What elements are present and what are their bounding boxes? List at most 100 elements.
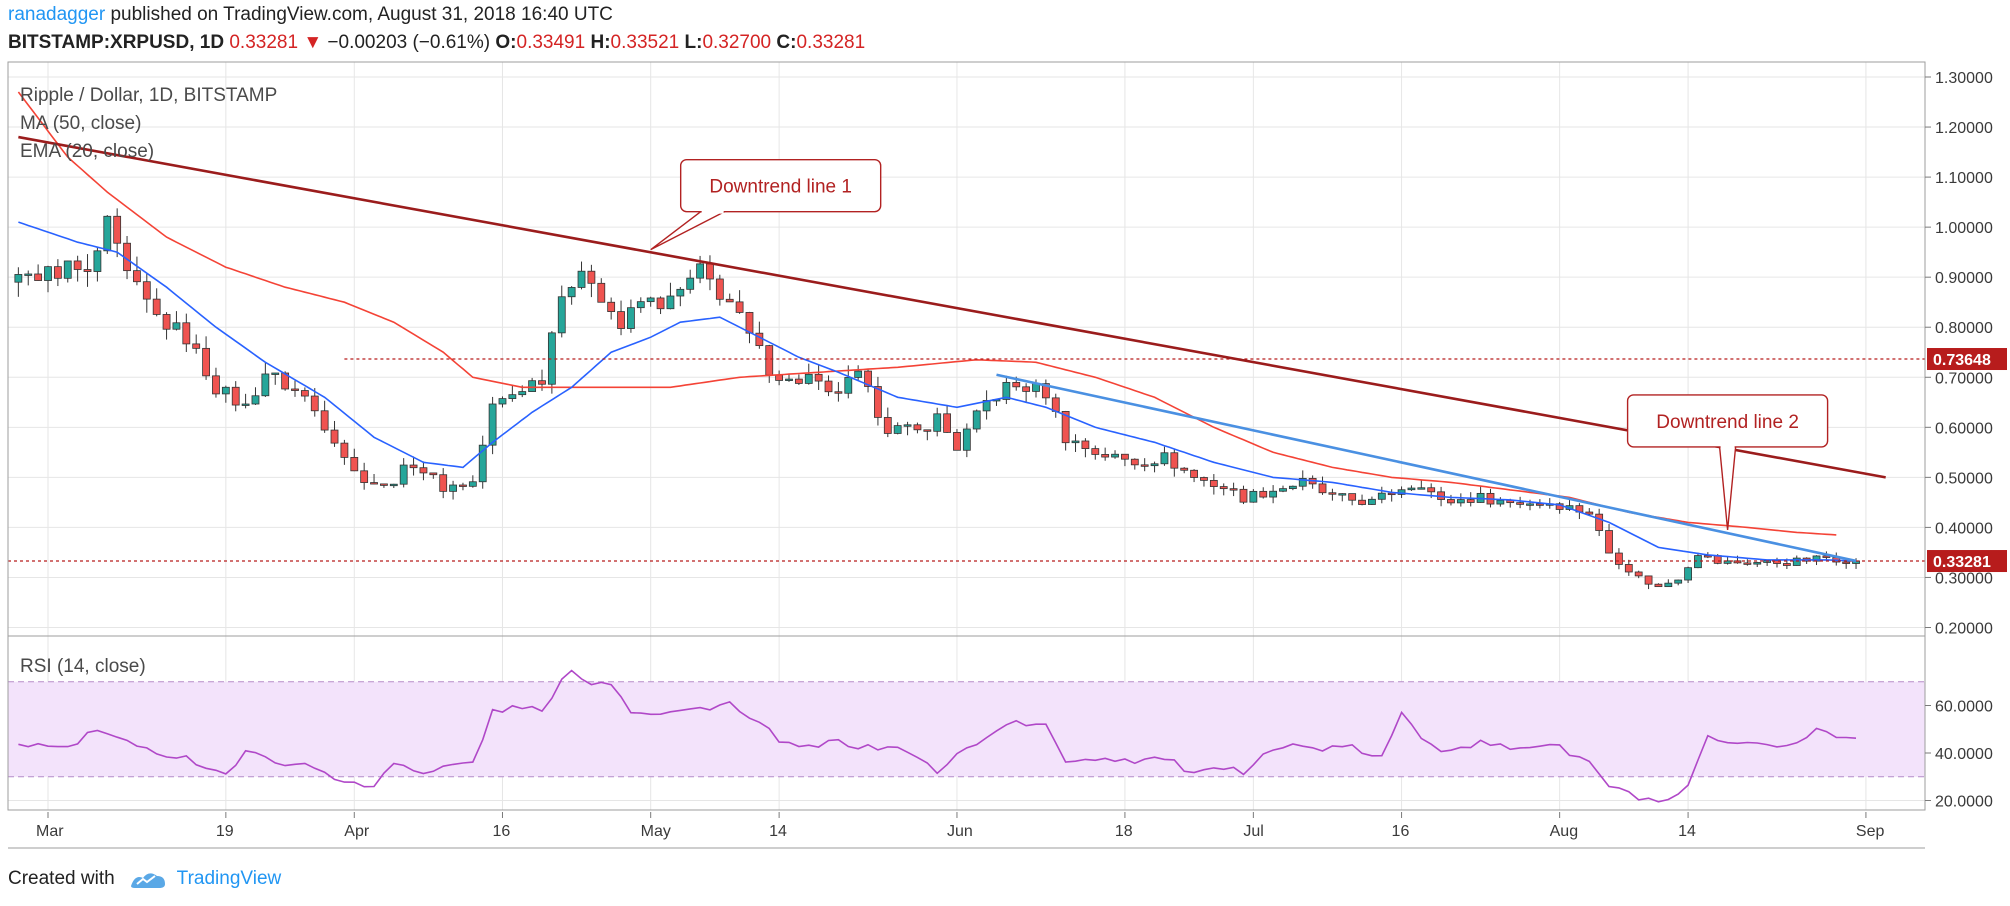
candle-body	[1091, 448, 1100, 455]
candle-body	[340, 442, 349, 458]
candle-body	[715, 278, 724, 300]
legend-ema20[interactable]: EMA (20, close)	[20, 141, 154, 162]
candle	[824, 375, 833, 397]
candle	[389, 483, 398, 488]
candle	[962, 423, 971, 458]
candle	[508, 385, 517, 402]
candle-body	[241, 403, 250, 406]
open-label: O:	[495, 32, 517, 53]
candle	[439, 468, 448, 499]
candle	[152, 288, 161, 317]
rsi-band	[8, 681, 1925, 777]
candle-body	[1239, 488, 1248, 503]
candle	[1605, 523, 1613, 554]
candle	[1407, 485, 1416, 491]
last-price: 0.33281	[229, 32, 299, 53]
time-tick-label: 16	[1392, 823, 1410, 840]
candle	[1358, 494, 1366, 506]
candle	[528, 377, 537, 392]
candle	[1624, 559, 1633, 576]
annotations: Downtrend line 1 Downtrend line 2	[650, 158, 1829, 530]
author-link[interactable]: ranadagger	[8, 4, 106, 25]
candle-body	[666, 295, 675, 310]
candle-body	[1605, 530, 1613, 554]
candle	[854, 365, 863, 381]
price-tick-label: 1.10000	[1935, 170, 1993, 187]
price-tick-label: 1.00000	[1935, 220, 1993, 237]
candle-body	[113, 215, 122, 244]
candle	[785, 374, 793, 382]
candle-body	[93, 250, 102, 272]
candle-body	[212, 375, 220, 395]
rsi-tick-label: 20.0000	[1935, 794, 1993, 811]
candle	[1121, 453, 1129, 467]
candle-body	[1654, 583, 1663, 588]
candle-body	[567, 287, 576, 298]
candle	[478, 435, 487, 489]
candle	[1061, 410, 1070, 451]
candle-body	[34, 273, 43, 281]
candle	[1140, 458, 1149, 472]
candle-body	[1842, 561, 1851, 564]
candle-body	[883, 417, 892, 434]
candle-body	[1496, 499, 1505, 505]
candle-body	[903, 424, 912, 427]
candle-body	[320, 410, 329, 431]
candle	[745, 311, 754, 344]
footer: Created with TradingView	[8, 868, 281, 890]
candle	[241, 393, 250, 409]
candle-body	[1684, 567, 1692, 581]
candle	[1466, 492, 1475, 507]
candle	[547, 331, 556, 394]
price-tag-1	[1927, 550, 2007, 573]
candle	[212, 367, 220, 398]
interval-label: , 1D	[189, 32, 225, 53]
candle	[1022, 383, 1031, 403]
candle	[1694, 552, 1702, 569]
price-tick-label: 0.80000	[1935, 320, 1993, 337]
candle-body	[83, 269, 92, 272]
candle	[1654, 583, 1663, 588]
candle	[1180, 467, 1189, 474]
time-tick-label: 18	[1115, 823, 1133, 840]
axes: 1.30000 1.20000 1.10000 1.00000 0.90000 0.800…	[36, 70, 2007, 840]
legend-ma50[interactable]: MA (50, close)	[20, 113, 141, 134]
candle-body	[251, 395, 260, 405]
candle-body	[1427, 487, 1436, 493]
candle	[419, 461, 428, 481]
candle-body	[1121, 453, 1129, 460]
high-value: 0.33521	[610, 32, 680, 53]
candle	[814, 364, 823, 390]
candle	[1664, 579, 1673, 588]
candle	[1111, 450, 1119, 459]
candle-body	[814, 373, 823, 382]
candle-body	[152, 298, 161, 315]
candle	[300, 387, 309, 402]
price-tick-label: 1.30000	[1935, 70, 1993, 87]
price-tag-0	[1927, 348, 2007, 371]
callout-gap	[701, 209, 724, 214]
high-label: H:	[590, 32, 611, 53]
candle	[1249, 489, 1258, 503]
candle-body	[133, 270, 141, 283]
candle-body	[676, 288, 685, 297]
candle	[449, 480, 457, 500]
candle-body	[1743, 562, 1752, 565]
candle-body	[1111, 453, 1119, 458]
candle-body	[725, 298, 734, 303]
candle-body	[1664, 582, 1673, 588]
candle-body	[1407, 487, 1416, 491]
candle	[261, 362, 270, 397]
candle-body	[1377, 492, 1386, 500]
candle-body	[706, 263, 714, 280]
candle-body	[1723, 560, 1732, 564]
candle	[340, 439, 349, 465]
symbol-name[interactable]: BITSTAMP:XRPUSD	[8, 32, 190, 53]
callout-pointer	[650, 210, 725, 251]
tradingview-link[interactable]: TradingView	[176, 868, 282, 889]
candle	[1318, 476, 1327, 495]
main-series	[14, 208, 1860, 590]
candle-body	[1081, 440, 1090, 449]
